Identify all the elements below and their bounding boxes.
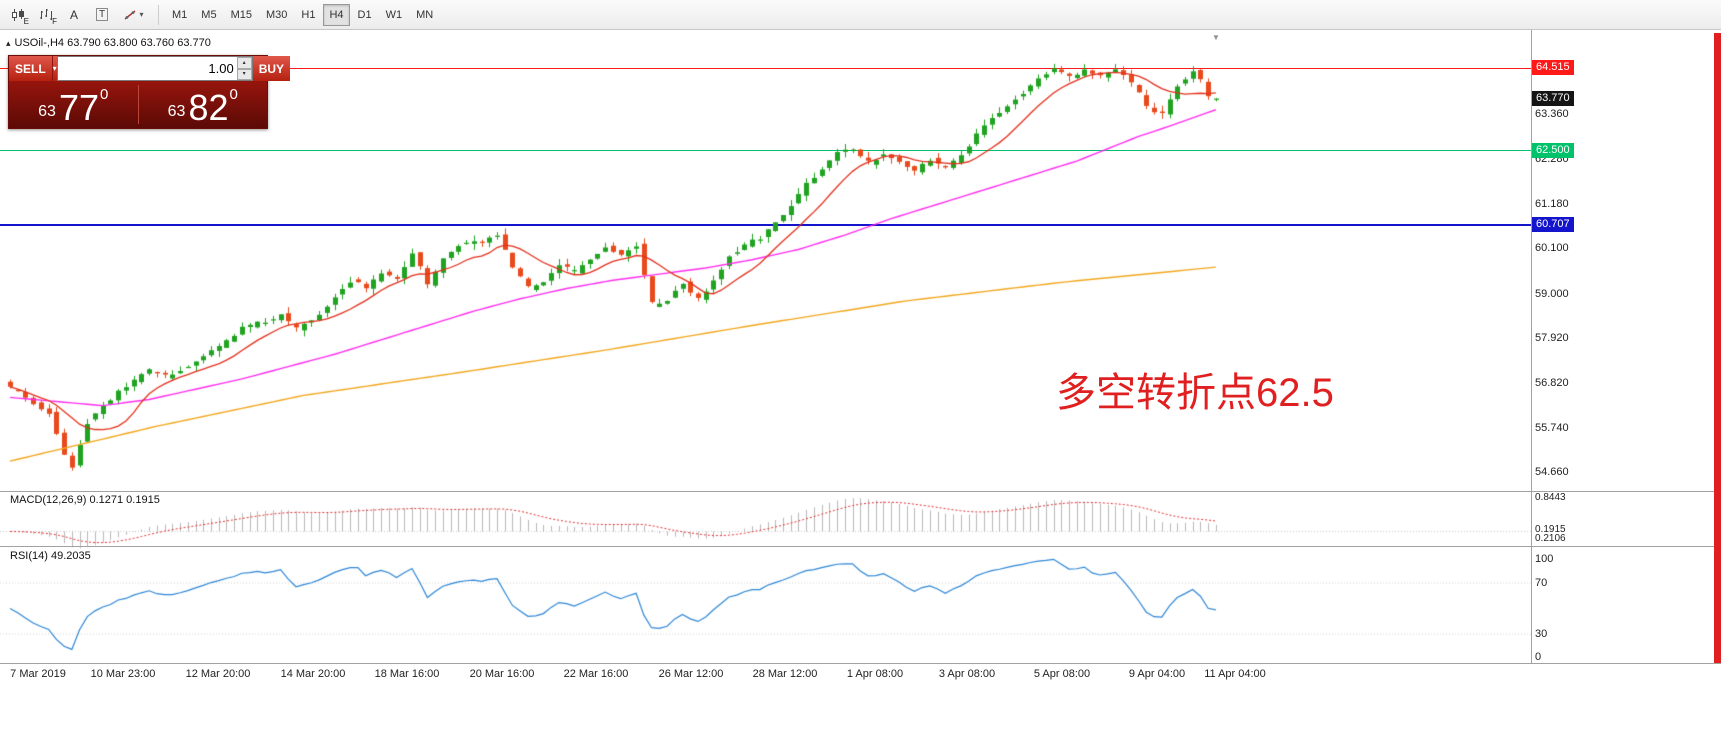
buy-price-pips: 82	[188, 87, 229, 128]
time-axis-label: 1 Apr 08:00	[846, 668, 904, 680]
drawing-tools-button[interactable]: ▾	[117, 4, 151, 26]
time-axis-label: 28 Mar 12:00	[752, 668, 818, 680]
trade-panel-controls: SELL ▾ ▴ ▾ BUY	[9, 56, 291, 81]
caret-down-icon: ▾	[52, 64, 57, 73]
timeframe-w1[interactable]: W1	[380, 4, 409, 26]
price-axis-badge: 60.707	[1532, 216, 1574, 232]
buy-price-pipette: 0	[229, 86, 238, 103]
price-axis-label: 56.820	[1535, 377, 1569, 390]
bar-chart-tool-button[interactable]: F	[33, 4, 59, 26]
time-axis-label: 9 Apr 04:00	[1128, 668, 1186, 680]
tool-subscript: F	[52, 16, 57, 26]
price-axis-label: 55.740	[1535, 421, 1569, 434]
timeframe-d1[interactable]: D1	[352, 4, 378, 26]
macd-scale-label: 0.1915	[1535, 524, 1566, 535]
price-axis-badge: 63.770	[1532, 90, 1574, 106]
time-axis-label: 7 Mar 2019	[10, 668, 66, 680]
volume-input[interactable]	[57, 57, 237, 80]
timeframe-m5[interactable]: M5	[195, 4, 222, 26]
timeframe-m15[interactable]: M15	[225, 4, 258, 26]
volume-increase-button[interactable]: ▴	[236, 57, 252, 69]
price-axis-label: 61.180	[1535, 198, 1569, 211]
price-axis-label: 57.920	[1535, 332, 1569, 345]
caret-down-icon: ▾	[139, 10, 144, 19]
rsi-scale-label: 70	[1535, 577, 1548, 589]
macd-scale-label: 0.2106	[1535, 533, 1566, 544]
time-axis-label: 11 Apr 04:00	[1204, 668, 1266, 680]
price-axis-label: 54.660	[1535, 466, 1569, 479]
buy-price-bigfigure: 63	[167, 103, 186, 120]
volume-spinner: ▴ ▾	[236, 57, 252, 80]
trade-panel-prices: 63 77 0 63 82 0	[9, 81, 267, 128]
toolbar-separator	[158, 4, 159, 25]
buy-button[interactable]: BUY	[252, 56, 291, 81]
price-axis-separator	[1531, 30, 1532, 663]
rsi-label: RSI(14) 49.2035	[10, 550, 91, 562]
timeframe-mn[interactable]: MN	[410, 4, 439, 26]
chart-shift-marker-icon: ▼	[1212, 33, 1220, 42]
letter-t-icon: T	[95, 8, 109, 21]
chart-title-text: USOil-,H4 63.790 63.800 63.760 63.770	[14, 37, 211, 49]
chart-canvas[interactable]	[0, 30, 1721, 692]
chart-title: ▴ USOil-,H4 63.790 63.800 63.760 63.770	[6, 37, 211, 49]
time-axis-label: 20 Mar 16:00	[469, 668, 535, 680]
price-axis-label: 60.100	[1535, 242, 1569, 255]
price-axis-badge: 64.515	[1532, 60, 1574, 75]
timeframe-m1[interactable]: M1	[166, 4, 193, 26]
rsi-pane-splitter[interactable]	[0, 546, 1721, 547]
price-axis-badge: 62.500	[1532, 142, 1574, 158]
rsi-scale-label: 30	[1535, 628, 1548, 640]
time-axis-label: 3 Apr 08:00	[938, 668, 996, 680]
buy-price-display[interactable]: 63 82 0	[139, 81, 268, 128]
toolbar: E F A T ▾ M1 M5 M1	[0, 0, 1721, 30]
volume-decrease-button[interactable]: ▾	[236, 68, 252, 80]
macd-label: MACD(12,26,9) 0.1271 0.1915	[10, 494, 160, 506]
time-axis-label: 22 Mar 16:00	[563, 668, 629, 680]
chart-annotation: 多空转折点62.5	[1056, 371, 1334, 415]
time-axis-label: 26 Mar 12:00	[658, 668, 724, 680]
sell-price-display[interactable]: 63 77 0	[9, 81, 138, 128]
rsi-scale-label: 0	[1535, 651, 1542, 663]
timeframe-m30[interactable]: M30	[260, 4, 293, 26]
letter-a-icon: A	[69, 7, 78, 22]
tool-subscript: E	[23, 16, 29, 26]
bar-chart-icon	[40, 8, 52, 20]
trendline-icon	[125, 9, 136, 20]
sell-price-bigfigure: 63	[38, 103, 56, 120]
collapse-panel-icon[interactable]: ▴	[6, 38, 11, 48]
time-axis-label: 18 Mar 16:00	[374, 668, 440, 680]
price-axis-label: 59.000	[1535, 287, 1569, 300]
volume-field: ▴ ▾	[56, 56, 253, 81]
rsi-scale-label: 100	[1535, 553, 1554, 565]
macd-pane-splitter[interactable]	[0, 491, 1721, 492]
candlestick-chart-icon	[12, 8, 24, 21]
sell-price-pipette: 0	[100, 86, 109, 103]
time-axis-label: 12 Mar 20:00	[185, 668, 251, 680]
price-axis-label: 63.360	[1535, 108, 1569, 121]
text-label-tool-button[interactable]: T	[89, 4, 115, 26]
right-red-strip	[1714, 33, 1721, 663]
time-axis-separator	[0, 663, 1721, 664]
candlestick-chart-tool-button[interactable]: E	[5, 4, 31, 26]
price-divider	[137, 85, 139, 124]
time-axis-label: 10 Mar 23:00	[90, 668, 156, 680]
time-axis-label: 14 Mar 20:00	[280, 668, 346, 680]
sell-price-pips: 77	[58, 87, 99, 128]
time-axis-label: 5 Apr 08:00	[1033, 668, 1091, 680]
timeframe-group: M1 M5 M15 M30 H1 H4 D1 W1 MN	[165, 3, 440, 26]
timeframe-h1[interactable]: H1	[295, 4, 321, 26]
sell-button[interactable]: SELL	[9, 56, 52, 81]
volume-dropdown-button[interactable]: ▾	[51, 56, 57, 81]
timeframe-h4[interactable]: H4	[323, 3, 350, 26]
annotation-text-tool-button[interactable]: A	[61, 4, 87, 26]
macd-scale-label: 0.8443	[1535, 492, 1566, 503]
